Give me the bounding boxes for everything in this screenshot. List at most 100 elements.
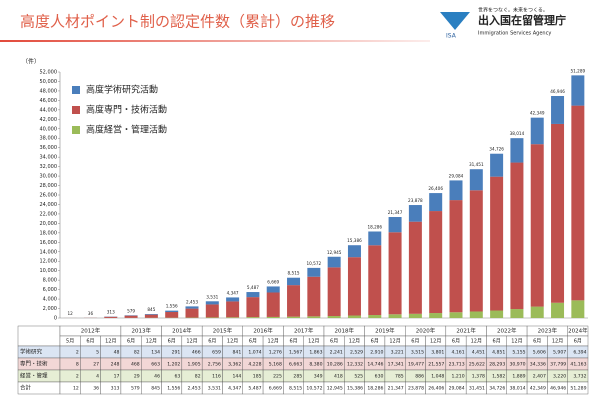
table-value: 8,380 bbox=[309, 362, 322, 368]
bar-segment bbox=[551, 96, 565, 124]
table-month: 6月 bbox=[371, 339, 379, 345]
total-label: 29,084 bbox=[449, 173, 464, 178]
bar-segment bbox=[246, 297, 260, 318]
table-value: 82 bbox=[195, 374, 201, 380]
bar-segment bbox=[307, 316, 321, 318]
y-tick-label: 38,000 bbox=[40, 136, 58, 142]
y-tick-label: 10,000 bbox=[40, 268, 58, 274]
total-label: 10,572 bbox=[307, 261, 322, 266]
table-value: 4,347 bbox=[228, 386, 241, 392]
total-label: 579 bbox=[127, 308, 135, 313]
table-value: 1,048 bbox=[431, 374, 444, 380]
bar-segment bbox=[408, 313, 422, 318]
table-year: 2020年 bbox=[416, 327, 436, 335]
table-value: 1,556 bbox=[167, 386, 180, 392]
table-value: 2 bbox=[76, 350, 79, 356]
logo-tagline: 世界をつなぐ。未来をつくる。 bbox=[478, 7, 548, 14]
table-year: 2015年 bbox=[213, 327, 233, 335]
bar-segment bbox=[287, 277, 301, 286]
table-value: 185 bbox=[253, 374, 262, 380]
table-value: 248 bbox=[111, 362, 120, 368]
table-value: 3,362 bbox=[228, 362, 241, 368]
table-value: 134 bbox=[151, 350, 160, 356]
bar-segment bbox=[510, 162, 524, 310]
table-value: 4,228 bbox=[248, 362, 261, 368]
table-value: 38,014 bbox=[509, 386, 525, 392]
bar-segment bbox=[246, 292, 260, 298]
table-value: 31,451 bbox=[469, 386, 485, 392]
bar-segment bbox=[490, 153, 504, 177]
table-year: 2022年 bbox=[497, 327, 517, 335]
table-year: 2018年 bbox=[335, 327, 355, 335]
table-value: 1,276 bbox=[269, 350, 282, 356]
total-label: 8,515 bbox=[288, 271, 300, 276]
total-label: 845 bbox=[147, 307, 155, 312]
table-value: 468 bbox=[131, 362, 140, 368]
table-value: 5,168 bbox=[269, 362, 282, 368]
y-tick-label: 6,000 bbox=[43, 287, 57, 293]
y-tick-label: 42,000 bbox=[40, 117, 58, 123]
bar-segment bbox=[429, 193, 443, 212]
table-value: 886 bbox=[415, 374, 424, 380]
legend-label: 高度学術研究活動 bbox=[86, 84, 158, 96]
table-year: 2024年 bbox=[568, 327, 588, 335]
table-value: 2,529 bbox=[350, 350, 363, 356]
table-value: 42,349 bbox=[530, 386, 546, 392]
logo-icon bbox=[440, 12, 470, 30]
total-label: 38,014 bbox=[510, 131, 525, 136]
bar-segment bbox=[287, 285, 301, 317]
y-tick-label: 50,000 bbox=[40, 79, 58, 85]
table-month: 12月 bbox=[552, 339, 563, 345]
bar-segment bbox=[388, 217, 402, 233]
total-label: 1,556 bbox=[166, 304, 178, 309]
table-value: 6,663 bbox=[289, 362, 302, 368]
logo-mark: ISA bbox=[446, 33, 457, 40]
bar-segment bbox=[246, 317, 260, 318]
table-month: 12月 bbox=[511, 339, 522, 345]
total-label: 12,945 bbox=[327, 250, 342, 255]
table-row-label: 合計 bbox=[20, 384, 32, 392]
table-month: 6月 bbox=[86, 339, 94, 345]
table-value: 285 bbox=[293, 374, 302, 380]
table-value: 46 bbox=[154, 374, 160, 380]
table-month: 12月 bbox=[308, 339, 319, 345]
y-tick-label: 22,000 bbox=[40, 211, 58, 217]
table-year: 2019年 bbox=[375, 327, 395, 335]
table-value: 15,386 bbox=[347, 386, 363, 392]
table-value: 2,910 bbox=[370, 350, 383, 356]
table-value: 1,905 bbox=[187, 362, 200, 368]
table-value: 1,567 bbox=[289, 350, 302, 356]
bar-segment bbox=[327, 267, 341, 317]
bar-segment bbox=[490, 176, 504, 311]
table-value: 12 bbox=[73, 386, 79, 392]
table-value: 46,946 bbox=[550, 386, 566, 392]
bar-segment bbox=[388, 232, 402, 315]
table-value: 418 bbox=[334, 374, 343, 380]
table-value: 6,394 bbox=[573, 350, 586, 356]
table-value: 4 bbox=[96, 374, 99, 380]
table-value: 14,746 bbox=[367, 362, 383, 368]
table-value: 3,801 bbox=[431, 350, 444, 356]
table-value: 48 bbox=[114, 350, 120, 356]
table-value: 663 bbox=[151, 362, 160, 368]
total-label: 51,289 bbox=[571, 68, 586, 73]
bar-segment bbox=[226, 317, 240, 318]
bar-segment bbox=[327, 256, 341, 268]
bar-segment bbox=[530, 117, 544, 145]
table-value: 30,970 bbox=[509, 362, 525, 368]
bar-segment bbox=[327, 316, 341, 318]
table-value: 5,487 bbox=[248, 386, 261, 392]
total-label: 34,726 bbox=[489, 147, 504, 152]
total-label: 2,453 bbox=[186, 299, 198, 304]
table-value: 579 bbox=[131, 386, 140, 392]
bar-segment bbox=[408, 205, 422, 222]
table-month: 12月 bbox=[349, 339, 360, 345]
table-month: 6月 bbox=[330, 339, 338, 345]
table-year: 2023年 bbox=[538, 327, 558, 335]
bar-segment bbox=[469, 169, 483, 191]
table-value: 19,477 bbox=[408, 362, 424, 368]
bar-segment bbox=[347, 245, 361, 258]
table-value: 659 bbox=[212, 350, 221, 356]
bar-segment bbox=[510, 138, 524, 163]
